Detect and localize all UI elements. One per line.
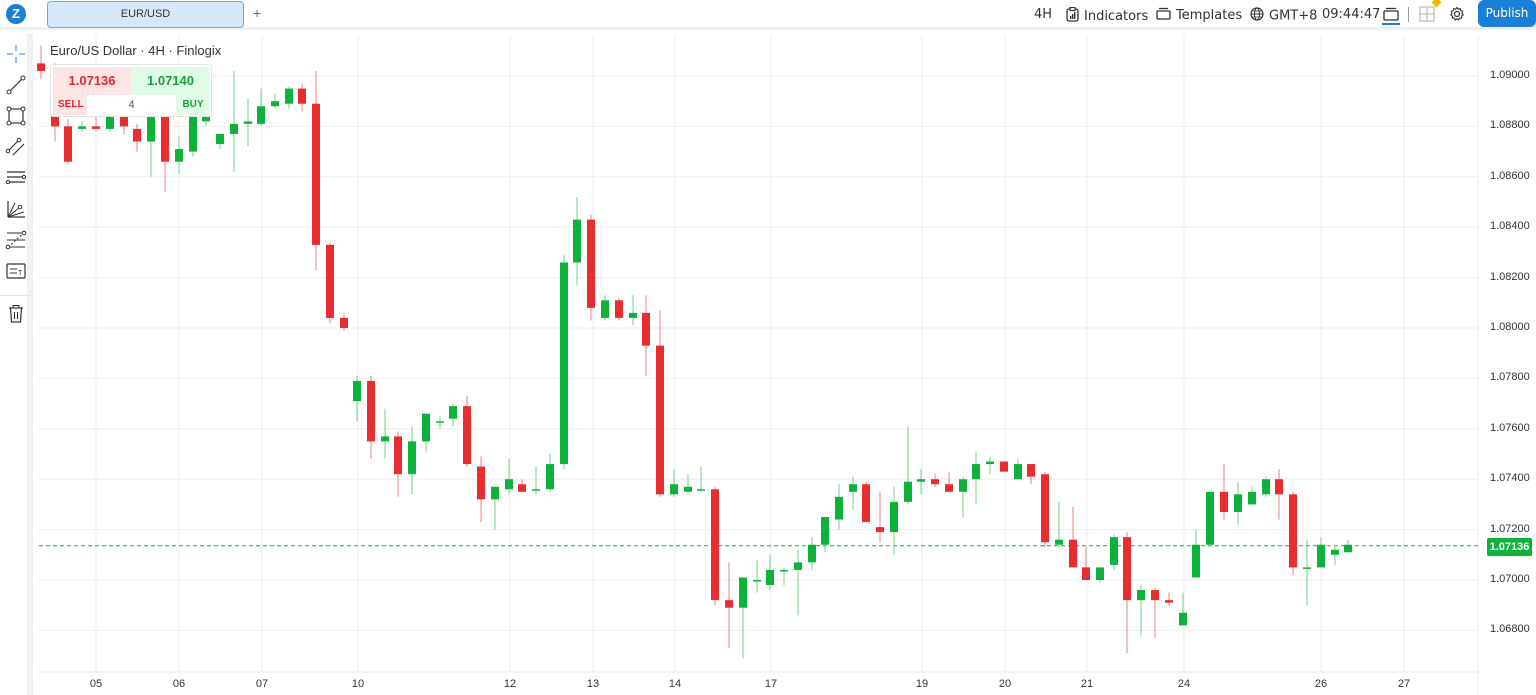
sell-button[interactable]: SELL	[53, 95, 87, 115]
date-tick: 17	[764, 678, 778, 690]
price-tick: 1.06800	[1490, 623, 1530, 636]
horizontal-lines-tool[interactable]	[5, 167, 27, 189]
price-tick: 1.09000	[1490, 69, 1530, 81]
templates-label: Templates	[1176, 8, 1243, 23]
rectangle-icon	[5, 106, 27, 131]
fib-retracement-icon	[5, 230, 27, 255]
date-tick: 06	[172, 678, 186, 690]
timezone-button[interactable]: GMT+8	[1250, 7, 1317, 25]
top-toolbar: Z EUR/USD + 4H Indicators Templates GMT+…	[0, 0, 1536, 30]
publish-button[interactable]: Publish	[1478, 0, 1536, 27]
parallel-channel-icon	[5, 137, 27, 162]
delete-drawings-tool[interactable]	[5, 303, 27, 325]
price-tick: 1.08800	[1490, 119, 1530, 132]
price-tick: 1.07800	[1490, 371, 1530, 384]
price-tick: 1.08200	[1490, 270, 1530, 283]
fib-retracement-tool[interactable]	[5, 229, 27, 251]
price-tick: 1.08000	[1490, 321, 1530, 333]
settings-button[interactable]	[1449, 6, 1465, 26]
price-tick: 1.08600	[1490, 169, 1530, 182]
sell-price[interactable]: 1.07136	[53, 67, 131, 95]
divider	[1408, 7, 1409, 22]
app-logo: Z	[6, 4, 26, 24]
gear-icon	[1449, 6, 1465, 26]
toolbar-divider	[0, 295, 33, 296]
price-tick: 1.08400	[1490, 220, 1530, 233]
crosshair-tool[interactable]	[5, 43, 27, 65]
date-tick: 10	[351, 678, 365, 690]
date-tick: 07	[255, 678, 269, 690]
price-tick: 1.07400	[1490, 472, 1530, 485]
add-tab-button[interactable]: +	[253, 5, 262, 21]
date-tick: 21	[1080, 678, 1094, 690]
layers-icon	[1382, 7, 1400, 29]
drawing-toolbar: T	[0, 33, 33, 695]
trend-line-icon	[5, 75, 27, 100]
price-tick: 1.07200	[1490, 522, 1530, 535]
tab-eurusd[interactable]: EUR/USD	[47, 1, 244, 28]
date-tick: 20	[998, 678, 1012, 690]
date-tick: 14	[668, 678, 682, 690]
chart-legend: Euro/US Dollar · 4H · Finlogix	[50, 43, 222, 58]
trade-panel: 1.07136 1.07140 SELL 4 BUY	[50, 64, 212, 117]
fib-fan-tool[interactable]	[5, 198, 27, 220]
date-tick: 19	[915, 678, 929, 690]
indicators-icon	[1066, 6, 1079, 26]
indicators-label: Indicators	[1084, 9, 1149, 24]
rectangle-tool[interactable]	[5, 105, 27, 127]
date-tick: 13	[586, 678, 600, 690]
parallel-channel-tool[interactable]	[5, 136, 27, 158]
trend-line-tool[interactable]	[5, 74, 27, 96]
indicators-button[interactable]: Indicators	[1066, 6, 1149, 26]
templates-icon	[1156, 7, 1171, 24]
clock: 09:44:47	[1322, 7, 1381, 22]
layout-button[interactable]	[1382, 5, 1400, 29]
current-price-label: 1.07136	[1487, 538, 1532, 556]
templates-button[interactable]: Templates	[1156, 7, 1242, 24]
horizontal-lines-icon	[5, 171, 27, 193]
text-note-icon: T	[5, 263, 27, 286]
buy-price[interactable]: 1.07140	[131, 67, 210, 95]
price-tick: 1.07000	[1490, 573, 1530, 585]
fib-fan-icon	[5, 201, 27, 224]
globe-icon	[1250, 7, 1264, 25]
timezone-label: GMT+8	[1269, 8, 1318, 24]
date-tick: 12	[503, 678, 517, 690]
date-tick: 27	[1397, 678, 1411, 690]
buy-button[interactable]: BUY	[176, 95, 210, 115]
grid-layout-button[interactable]	[1419, 0, 1442, 26]
crosshair-icon	[5, 45, 27, 69]
text-note-tool[interactable]: T	[5, 260, 27, 282]
date-tick: 05	[89, 678, 103, 690]
svg-text:T: T	[18, 270, 23, 277]
quantity-input[interactable]: 4	[128, 99, 135, 111]
date-tick: 26	[1314, 678, 1328, 690]
grid-icon	[1419, 6, 1435, 26]
trash-icon	[5, 305, 27, 329]
timeframe-button[interactable]: 4H	[1034, 7, 1053, 22]
date-tick: 24	[1177, 678, 1191, 690]
price-tick: 1.07600	[1490, 421, 1530, 434]
